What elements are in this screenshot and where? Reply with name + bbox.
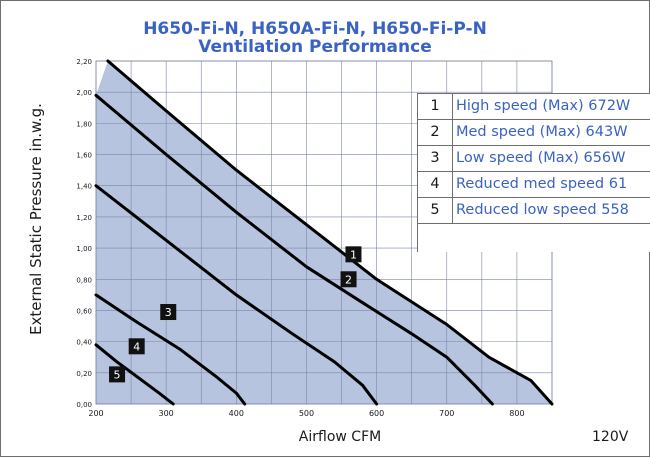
y-tick-label: 1,40 [76, 183, 92, 191]
curve-marker-4 [128, 338, 145, 355]
x-tick-label: 600 [369, 409, 384, 418]
x-tick-label: 300 [159, 409, 174, 418]
y-tick-label: 0,20 [76, 370, 92, 378]
curve-marker-2 [340, 271, 357, 288]
curve-marker-label-3: 3 [165, 306, 172, 319]
series-line-5 [94, 343, 175, 406]
legend-row-2: 2 Med speed (Max) 643W [418, 120, 650, 146]
curve-marker-1 [345, 246, 362, 263]
y-tick-label: 0,40 [76, 339, 92, 347]
chart-subtitle: Ventilation Performance [198, 37, 432, 57]
legend-number-2: 2 [418, 120, 453, 145]
series-line-2 [94, 93, 494, 406]
legend-row-1: 1 High speed (Max) 672W [418, 94, 650, 120]
x-tick-label: 500 [299, 409, 314, 418]
chart-title: H650-Fi-N, H650A-Fi-N, H650-Fi-P-N [143, 19, 487, 39]
curve-marker-5 [109, 366, 126, 383]
legend-number-1: 1 [418, 94, 453, 119]
y-tick-label: 1,20 [76, 214, 92, 222]
y-tick-label: 1,00 [76, 245, 92, 253]
y-tick-label: 0,60 [76, 307, 92, 315]
legend-text-2: Med speed (Max) 643W [456, 124, 628, 140]
legend-table: 1 High speed (Max) 672W 2 Med speed (Max… [417, 93, 650, 252]
curve-marker-label-5: 5 [114, 368, 121, 381]
legend-number-3: 3 [418, 146, 453, 171]
y-axis-label: External Static Pressure in.w.g. [27, 103, 45, 335]
x-tick-label: 700 [439, 409, 454, 418]
legend-row-3: 3 Low speed (Max) 656W [418, 146, 650, 172]
y-tick-label: 1,80 [76, 120, 92, 128]
legend-number-5: 5 [418, 198, 453, 223]
legend-text-3: Low speed (Max) 656W [456, 150, 626, 166]
series-line-3 [94, 184, 379, 406]
operating-region [96, 61, 552, 404]
curve-marker-label-1: 1 [350, 248, 357, 261]
legend-row-4: 4 Reduced med speed 61 [418, 172, 650, 198]
x-tick-label: 200 [88, 409, 103, 418]
x-tick-label: 800 [509, 409, 524, 418]
y-tick-label: 1,60 [76, 152, 92, 160]
series-line-4 [94, 293, 247, 406]
legend-number-4: 4 [418, 172, 453, 197]
x-tick-label: 400 [229, 409, 244, 418]
y-tick-label: 0,00 [76, 401, 92, 409]
series-line-1 [106, 59, 554, 406]
y-tick-label: 2,20 [76, 58, 92, 66]
legend-text-4: Reduced med speed 61 [456, 176, 628, 192]
curve-marker-label-2: 2 [345, 273, 352, 286]
legend-row-5: 5 Reduced low speed 558 [418, 198, 650, 224]
legend-text-5: Reduced low speed 558 [456, 202, 629, 218]
legend-text-1: High speed (Max) 672W [456, 98, 631, 114]
y-tick-label: 0,80 [76, 276, 92, 284]
curve-marker-label-4: 4 [133, 340, 140, 353]
curve-marker-3 [160, 304, 177, 321]
y-tick-label: 2,00 [76, 89, 92, 97]
voltage-note: 120V [592, 429, 629, 445]
x-axis-label: Airflow CFM [298, 429, 382, 445]
